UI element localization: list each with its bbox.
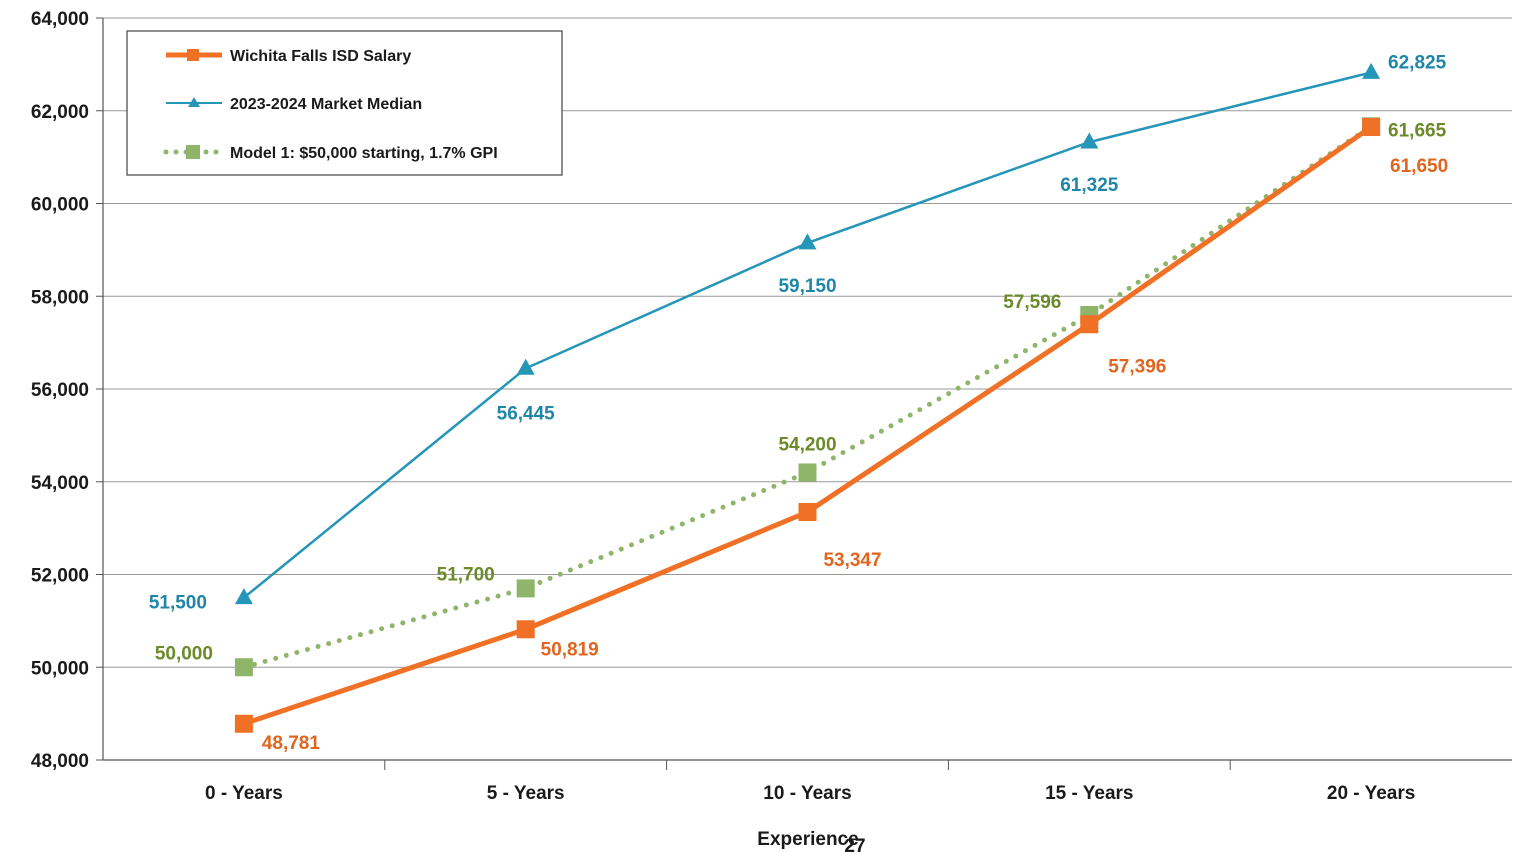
page-number: 27	[844, 836, 865, 852]
legend-label-0: Wichita Falls ISD Salary	[230, 48, 411, 65]
data-label-1-0: 51,500	[149, 593, 207, 614]
data-point-1-1	[516, 358, 535, 375]
x-tick-label: 15 - Years	[1045, 783, 1133, 804]
x-tick-label: 5 - Years	[487, 783, 565, 804]
data-point-0-0	[234, 714, 253, 733]
data-point-2-1	[516, 579, 535, 598]
data-point-0-1	[516, 620, 535, 639]
y-tick-label: 54,000	[31, 473, 89, 494]
data-label-2-1: 51,700	[437, 564, 495, 585]
data-label-2-2: 54,200	[778, 434, 836, 455]
y-tick-label: 58,000	[31, 287, 89, 308]
data-label-0-2: 53,347	[823, 550, 881, 571]
data-point-0-4	[1362, 117, 1381, 136]
data-label-0-1: 50,819	[541, 639, 599, 660]
data-label-1-2: 59,150	[778, 276, 836, 297]
data-label-2-3: 57,596	[1003, 292, 1061, 313]
data-label-1-1: 56,445	[497, 403, 556, 424]
x-tick-label: 0 - Years	[205, 783, 283, 804]
data-point-2-0	[234, 658, 253, 677]
x-axis-title: Experience	[757, 829, 858, 850]
data-point-1-0	[234, 588, 253, 605]
data-point-0-2	[798, 503, 817, 522]
data-label-2-0: 50,000	[155, 643, 213, 664]
legend-label-1: 2023-2024 Market Median	[230, 96, 422, 113]
legend-marker-0	[187, 49, 199, 61]
y-tick-label: 60,000	[31, 195, 89, 216]
legend-marker-2	[186, 145, 200, 159]
legend-label-2: Model 1: $50,000 starting, 1.7% GPI	[230, 145, 498, 162]
y-tick-label: 62,000	[31, 102, 89, 123]
y-tick-label: 64,000	[31, 9, 89, 30]
y-tick-label: 56,000	[31, 380, 89, 401]
data-point-2-2	[798, 463, 817, 482]
legend: Wichita Falls ISD Salary 2023-2024 Market…	[126, 30, 563, 176]
y-tick-label: 52,000	[31, 566, 89, 587]
data-point-0-3	[1080, 315, 1099, 334]
y-tick-label: 50,000	[31, 658, 89, 679]
data-point-1-4	[1362, 62, 1381, 79]
y-tick-label: 48,000	[31, 751, 89, 772]
series-markers	[234, 62, 1381, 733]
data-labels: 51,500 56,445 59,150 61,325 62,825 50,000 51,7…	[149, 52, 1448, 753]
legend-marker-1	[188, 97, 200, 107]
series-line-2	[241, 123, 1374, 670]
data-label-1-3: 61,325	[1060, 175, 1119, 196]
data-label-2-4: 61,665	[1388, 120, 1447, 141]
data-label-0-3: 57,396	[1108, 356, 1166, 377]
x-tick-label: 20 - Years	[1327, 783, 1415, 804]
data-label-1-4: 62,825	[1388, 52, 1447, 73]
data-point-1-2	[798, 233, 817, 250]
x-tick-label: 10 - Years	[763, 783, 851, 804]
axes: 48,000 50,000 52,000 54,000 56,000 58,000 60,0…	[31, 9, 1512, 804]
data-label-0-4: 61,650	[1390, 156, 1448, 177]
data-label-0-0: 48,781	[262, 733, 321, 754]
data-point-1-3	[1080, 132, 1099, 149]
series-line-0	[243, 124, 1373, 727]
